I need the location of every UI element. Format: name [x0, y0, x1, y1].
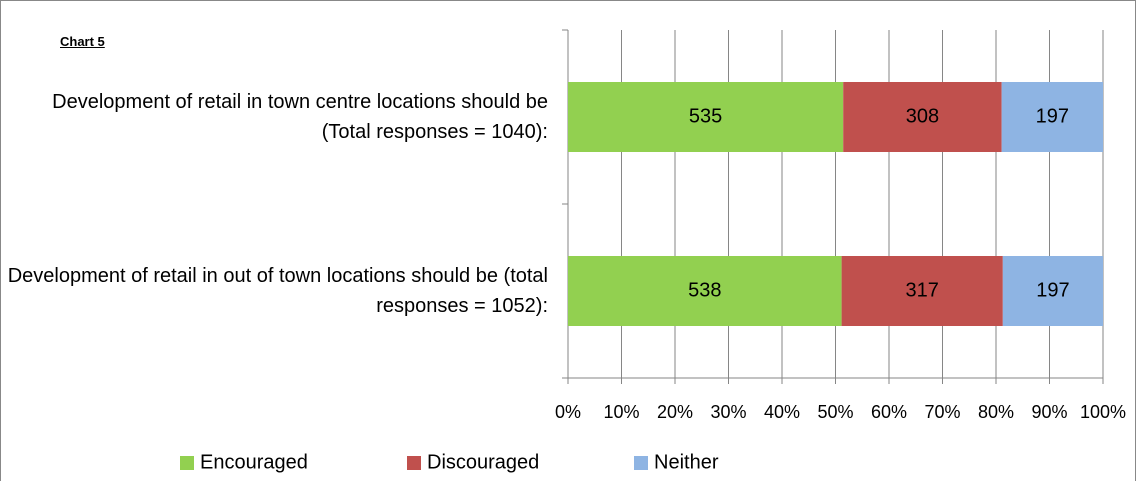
category-label: Development of retail in town centre loc…	[52, 91, 548, 143]
bar-segment	[1001, 82, 1103, 152]
legend-label: Discouraged	[427, 451, 539, 473]
bar-segment	[843, 82, 1002, 152]
category-label: Development of retail in out of town loc…	[7, 265, 548, 317]
x-tick-label: 30%	[710, 402, 746, 422]
bar-segment	[568, 256, 842, 326]
chart-title: Chart 5	[60, 34, 105, 49]
x-tick-label: 40%	[764, 402, 800, 422]
x-tick-label: 100%	[1080, 402, 1126, 422]
legend-swatch	[180, 456, 194, 470]
legend-swatch	[407, 456, 421, 470]
x-tick-label: 20%	[657, 402, 693, 422]
x-tick-label: 60%	[871, 402, 907, 422]
x-tick-label: 80%	[978, 402, 1014, 422]
bar-segment	[841, 256, 1003, 326]
data-label: 197	[1036, 279, 1069, 301]
data-label: 308	[906, 105, 939, 127]
bar-segment	[568, 82, 844, 152]
x-tick-label: 0%	[555, 402, 581, 422]
legend-label: Encouraged	[200, 451, 308, 473]
bar-segment	[1002, 256, 1103, 326]
data-label: 535	[689, 105, 722, 127]
x-tick-label: 10%	[603, 402, 639, 422]
data-label: 317	[906, 279, 939, 301]
x-tick-label: 90%	[1031, 402, 1067, 422]
x-tick-label: 50%	[817, 402, 853, 422]
x-tick-label: 70%	[924, 402, 960, 422]
legend-label: Neither	[654, 451, 719, 473]
legend-swatch	[634, 456, 648, 470]
data-label: 197	[1036, 105, 1069, 127]
data-label: 538	[688, 279, 721, 301]
